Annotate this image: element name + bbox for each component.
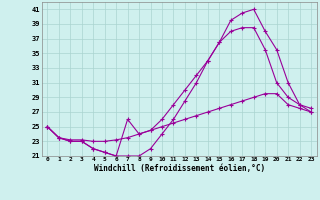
X-axis label: Windchill (Refroidissement éolien,°C): Windchill (Refroidissement éolien,°C)	[94, 164, 265, 173]
